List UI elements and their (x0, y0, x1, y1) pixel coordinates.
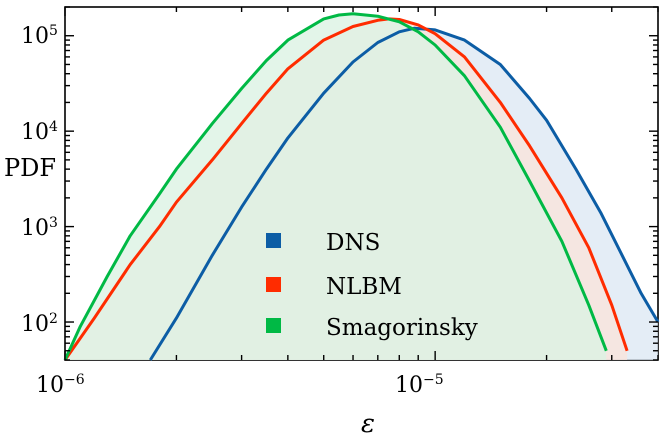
x-tick-label-1e-6: 10−6 (36, 372, 85, 398)
y-axis-label: PDF (4, 154, 56, 182)
areas-layer (65, 13, 659, 361)
area-smagorinsky (65, 13, 607, 360)
legend-label-smagorinsky: Smagorinsky (326, 315, 478, 341)
y-tick-label-1e5: 105 (21, 23, 58, 49)
legend-label-dns: DNS (326, 230, 380, 256)
legend-swatch-dns (266, 233, 281, 248)
ticks-layer (64, 6, 659, 361)
x-tick-label-1e-5: 10−5 (395, 372, 444, 398)
y-tick-label-1e4: 104 (21, 119, 58, 145)
y-tick-label-1e2: 102 (21, 311, 58, 337)
legend: DNS NLBM Smagorinsky (266, 230, 478, 341)
legend-swatch-nlbm (266, 277, 281, 292)
lines-layer (63, 12, 660, 361)
y-tick-label-1e3: 103 (21, 215, 58, 241)
legend-swatch-smagorinsky (266, 318, 281, 333)
legend-label-nlbm: NLBM (326, 274, 402, 300)
x-axis-label: ε (361, 409, 375, 439)
series-line-nlbm (63, 17, 629, 361)
series-line-smagorinsky (63, 12, 608, 361)
